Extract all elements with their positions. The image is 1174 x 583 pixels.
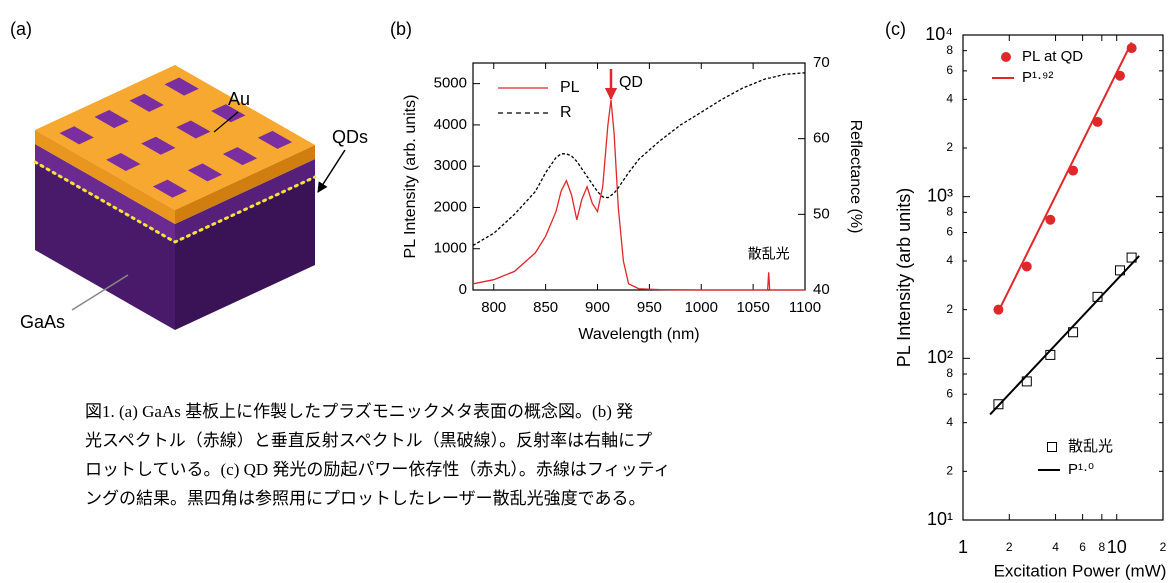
gaas-label: GaAs [20,312,65,332]
series-line [998,42,1131,311]
annotation: 散乱光 [748,246,790,262]
y-tick-label: 6 [946,225,953,239]
y-tick-label: 8 [946,43,953,57]
y2-tick-label: 70 [813,54,830,71]
x-tick-label: 850 [533,299,558,316]
y-tick-label: 1000 [434,240,467,257]
qds-pointer [318,150,345,192]
panel-label: (c) [885,19,906,39]
x-tick-label: 1100 [789,299,821,316]
y-axis-title: PL Intensity (arb. units) [402,95,419,259]
x-tick-label: 1050 [736,299,769,316]
legend-swatch [1001,52,1011,62]
qds-label: QDs [332,127,368,147]
y-tick-label: 5000 [434,75,467,92]
legend-label: P¹·⁹² [1022,69,1053,86]
x-axis-title: Excitation Power (mW) [994,561,1167,580]
x-tick-label: 950 [637,299,662,316]
x-tick-label: 6 [1079,540,1086,554]
y-tick-label: 10³ [927,185,953,205]
y2-axis-title: Reflectance (%) [847,120,864,234]
legend-label: PL at QD [1022,48,1083,65]
x-tick-label: 10 [1107,537,1127,557]
y-tick-label: 2 [946,140,953,154]
x-axis-title: Wavelength (nm) [578,326,699,343]
y-tick-label: 10¹ [927,509,953,529]
x-tick-label: 900 [585,299,610,316]
y-tick-label: 4000 [434,116,467,133]
figure: (a) Au QDs GaAs (b)800850900950100010501… [0,0,1174,583]
panel-label: (b) [390,19,412,39]
legend-label: P¹·⁰ [1068,461,1094,478]
x-tick-label: 8 [1098,540,1105,554]
legend-label: PL [560,79,580,96]
au-label: Au [228,89,250,109]
plot-frame [963,35,1163,520]
x-tick-label: 2 [1160,540,1167,554]
caption-line: 図1. (a) GaAs 基板上に作製したプラズモニックメタ表面の概念図。(b)… [85,401,633,421]
schematic [35,65,315,330]
x-tick-label: 1000 [685,299,718,316]
x-tick-label: 800 [481,299,506,316]
caption-line: ロットしている。(c) QD 発光の励起パワー依存性（赤丸）。赤線はフィッティ [85,460,671,479]
y-tick-label: 10² [927,347,953,367]
y-tick-label: 4 [946,253,953,267]
legend-swatch [1048,443,1057,452]
y2-tick-label: 50 [813,205,830,222]
x-tick-label: 4 [1052,540,1059,554]
legend-label: 散乱光 [1068,438,1113,455]
y-tick-label: 6 [946,63,953,77]
y2-tick-label: 40 [813,281,830,298]
page: (a) Au QDs GaAs (b)800850900950100010501… [0,0,1174,583]
y-tick-label: 6 [946,386,953,400]
y-tick-label: 8 [946,366,953,380]
y-tick-label: 10⁴ [925,24,953,44]
y-axis-title: PL Intensity (arb units) [894,188,914,367]
y-tick-label: 2 [946,464,953,478]
panel-label: (a) [10,19,32,39]
y-tick-label: 3000 [434,157,467,174]
y-tick-label: 0 [459,281,467,298]
y-tick-label: 4 [946,92,953,106]
y-tick-label: 8 [946,205,953,219]
data-point [1045,215,1055,225]
annotation: QD [619,74,643,91]
legend-label: R [560,104,572,121]
y-tick-label: 2000 [434,198,467,215]
series-line [990,256,1139,415]
caption-line: 光スペクトル（赤線）と垂直反射スペクトル（黒破線）。反射率は右軸にプ [85,431,652,450]
y2-tick-label: 60 [813,130,830,147]
caption-line: ングの結果。黒四角は参照用にプロットしたレーザー散乱光強度である。 [85,489,646,508]
y-tick-label: 2 [946,302,953,316]
x-tick-label: 1 [958,537,968,557]
series-line [473,73,805,246]
x-tick-label: 2 [1006,540,1013,554]
y-tick-label: 4 [946,415,953,429]
